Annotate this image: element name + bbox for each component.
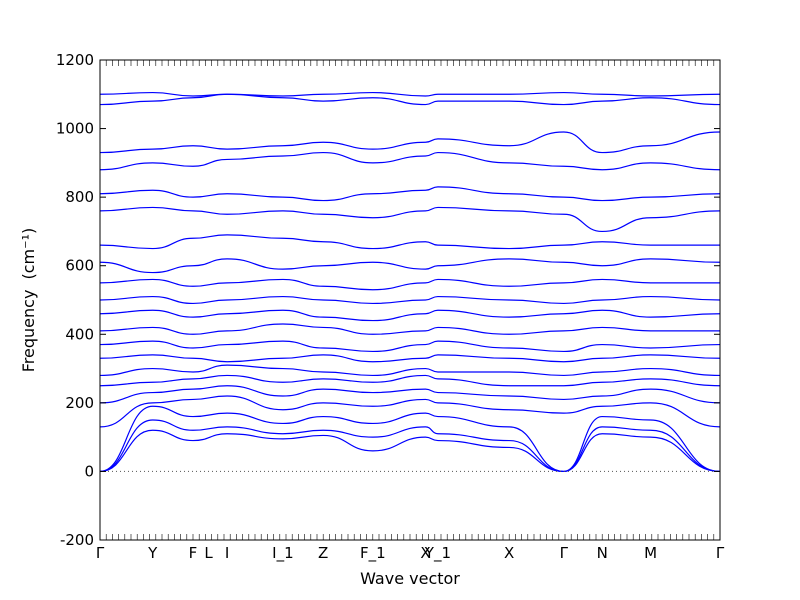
y-axis-ticks: -200 0 200 400 600 800 1000 1200	[56, 51, 720, 549]
band-line-4	[99, 395, 721, 428]
band-lines	[99, 91, 721, 473]
x-tick-label: F	[189, 544, 198, 562]
band-line-5	[99, 385, 721, 404]
x-tick-label: F_1	[360, 544, 386, 563]
x-tick-label: X	[504, 544, 514, 562]
band-line-18	[99, 151, 721, 171]
y-tick-label: 400	[65, 325, 94, 343]
y-tick-label: 800	[65, 188, 94, 206]
y-tick-label: 1000	[56, 120, 94, 138]
band-line-10	[99, 323, 720, 335]
band-line-8	[99, 354, 721, 363]
x-tick-label: L	[204, 544, 213, 562]
band-line-2	[99, 419, 721, 473]
band-line-14	[99, 258, 721, 274]
x-tick-label: Γ	[96, 544, 105, 562]
y-tick-label: 600	[65, 257, 94, 275]
band-line-16	[99, 206, 721, 233]
band-line-21	[99, 91, 721, 97]
x-axis-title: Wave vector	[360, 569, 460, 588]
x-tick-label: Z	[318, 544, 328, 562]
x-tick-label: I	[225, 544, 229, 562]
y-axis-title-text: Frequency	[19, 290, 38, 373]
x-tick-label: N	[597, 544, 608, 562]
x-tick-label: Γ	[716, 544, 725, 562]
y-axis-title-unit: (cm⁻¹)	[19, 228, 38, 280]
band-line-1	[99, 429, 721, 473]
y-tick-label: -200	[60, 531, 94, 549]
y-tick-label: 1200	[56, 51, 94, 69]
x-tick-label: X	[420, 544, 430, 562]
y-axis-title: Frequency (cm⁻¹)	[19, 228, 38, 372]
x-axis-ticks: Γ Y F L I I_1 Z F_1 XY_1 X Γ N M Γ	[96, 60, 725, 563]
band-line-17	[99, 186, 721, 202]
band-line-12	[99, 295, 721, 305]
band-line-6	[99, 374, 721, 387]
band-line-15	[99, 234, 720, 250]
band-line-19	[99, 131, 721, 154]
x-tick-label: Y	[147, 544, 158, 562]
band-line-9	[99, 340, 721, 353]
band-line-20	[99, 93, 721, 106]
x-tick-label: M	[644, 544, 657, 562]
x-tick-label: Γ	[560, 544, 569, 562]
y-tick-label: 200	[65, 394, 94, 412]
band-line-11	[99, 309, 721, 322]
x-tick-label: Y_1	[424, 544, 451, 563]
band-line-3	[99, 405, 721, 473]
band-line-7	[99, 364, 721, 377]
band-line-13	[99, 278, 720, 291]
y-tick-label: 0	[84, 462, 94, 480]
x-tick-label: I_1	[272, 544, 293, 563]
